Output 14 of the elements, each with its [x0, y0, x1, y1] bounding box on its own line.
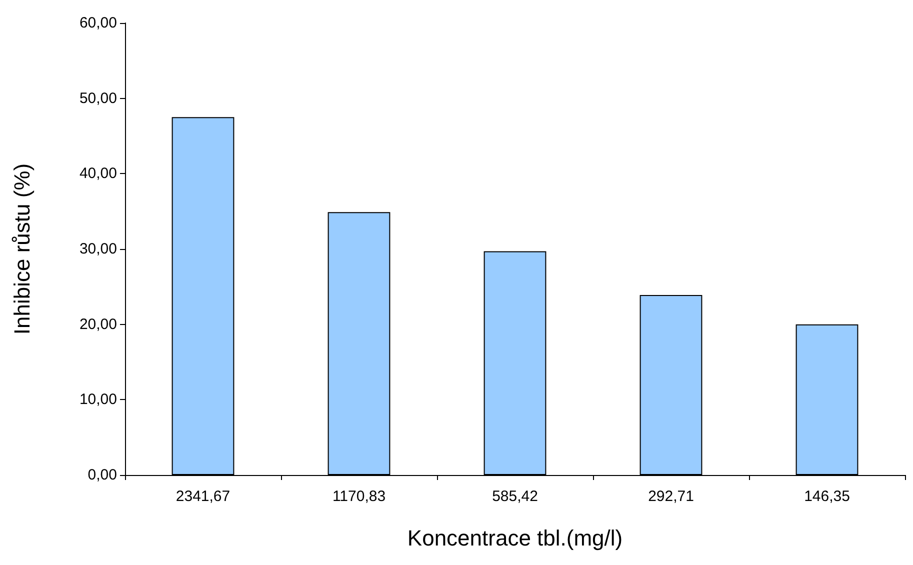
- x-tick-label: 292,71: [648, 488, 694, 505]
- y-tick-label: 0,00: [88, 466, 117, 484]
- x-tick-label: 1170,83: [332, 488, 386, 505]
- y-tick-label: 20,00: [79, 316, 117, 333]
- y-tick-label: 10,00: [79, 391, 117, 408]
- x-tick-label: 146,35: [804, 488, 850, 505]
- x-tick-label: 2341,67: [176, 488, 230, 505]
- y-tick-label: 50,00: [79, 90, 117, 107]
- y-tick-label: 40,00: [79, 165, 117, 182]
- x-axis-title: Koncentrace tbl.(mg/l): [407, 526, 623, 550]
- y-tick-label: 60,00: [79, 14, 117, 32]
- x-tick-label: 585,42: [492, 488, 538, 505]
- y-axis-title: Inhibice růstu (%): [10, 163, 34, 335]
- y-tick-label: 30,00: [79, 240, 117, 258]
